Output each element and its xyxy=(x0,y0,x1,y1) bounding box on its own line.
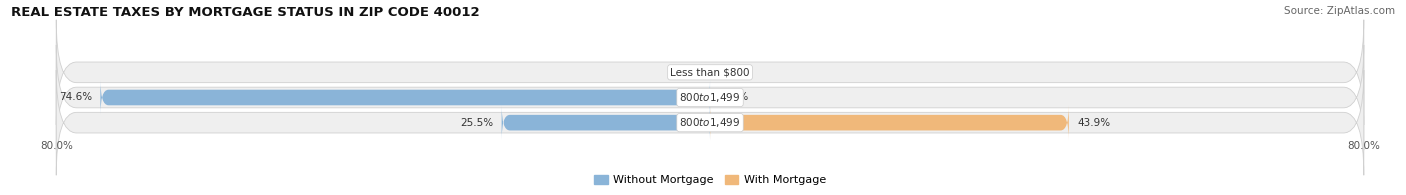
Text: $800 to $1,499: $800 to $1,499 xyxy=(679,91,741,104)
Text: 0.0%: 0.0% xyxy=(672,67,697,77)
FancyBboxPatch shape xyxy=(56,45,1364,150)
Text: 0.0%: 0.0% xyxy=(723,67,748,77)
FancyBboxPatch shape xyxy=(710,105,1069,140)
Text: 0.0%: 0.0% xyxy=(723,92,748,103)
Text: 74.6%: 74.6% xyxy=(59,92,93,103)
Legend: Without Mortgage, With Mortgage: Without Mortgage, With Mortgage xyxy=(589,170,831,190)
Text: REAL ESTATE TAXES BY MORTGAGE STATUS IN ZIP CODE 40012: REAL ESTATE TAXES BY MORTGAGE STATUS IN … xyxy=(11,6,479,19)
FancyBboxPatch shape xyxy=(502,105,710,140)
Text: 25.5%: 25.5% xyxy=(460,118,494,128)
Text: 43.9%: 43.9% xyxy=(1077,118,1111,128)
FancyBboxPatch shape xyxy=(56,70,1364,175)
FancyBboxPatch shape xyxy=(56,20,1364,125)
Text: $800 to $1,499: $800 to $1,499 xyxy=(679,116,741,129)
Text: Less than $800: Less than $800 xyxy=(671,67,749,77)
FancyBboxPatch shape xyxy=(100,80,710,115)
Text: Source: ZipAtlas.com: Source: ZipAtlas.com xyxy=(1284,6,1395,16)
